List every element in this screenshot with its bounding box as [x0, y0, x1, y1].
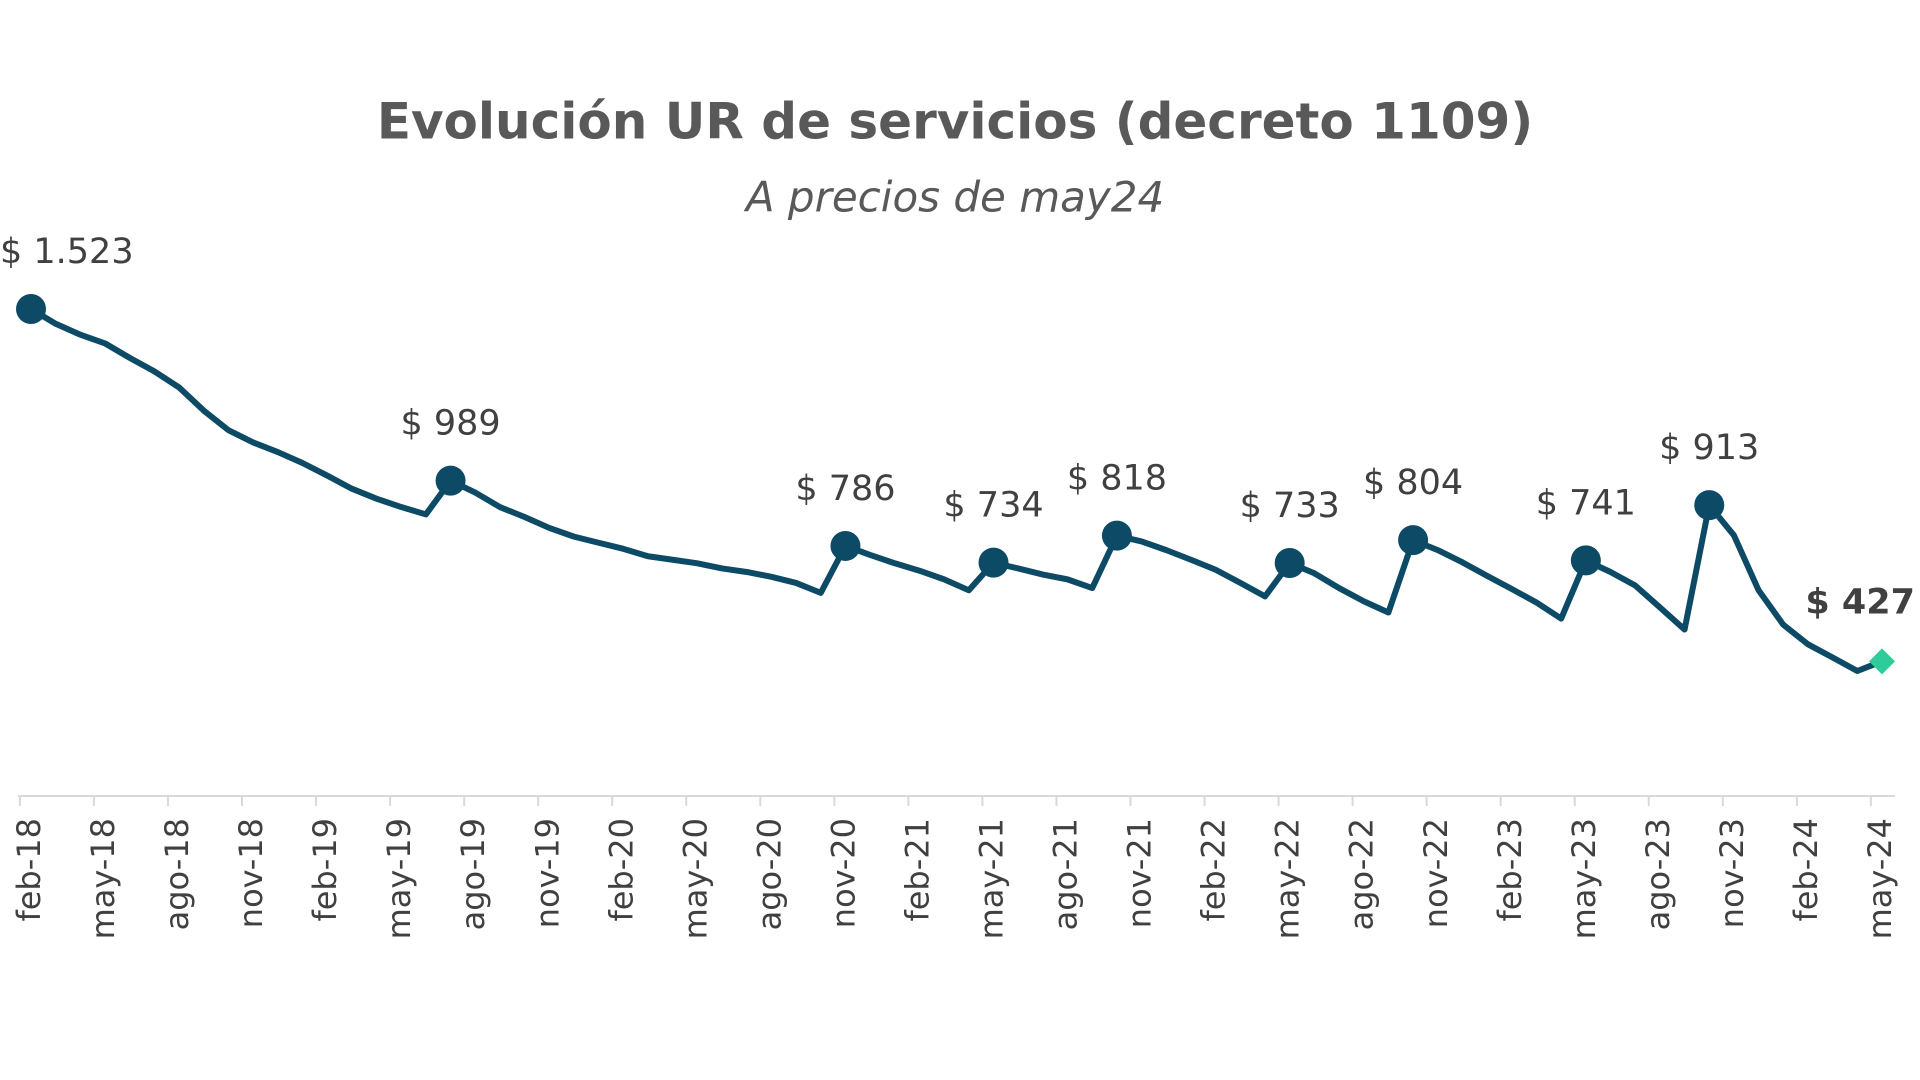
x-tick-label: ago-21: [1047, 818, 1085, 930]
x-tick-label: feb-20: [602, 818, 640, 922]
data-label: $ 818: [1067, 459, 1167, 499]
x-tick-label: nov-22: [1417, 818, 1455, 928]
x-tick-label: feb-21: [898, 818, 936, 922]
marker: [1869, 648, 1895, 675]
x-tick-label: nov-18: [232, 818, 270, 928]
marker: [1398, 525, 1429, 556]
marker: [1274, 547, 1305, 578]
chart-title: Evolución UR de servicios (decreto 1109): [377, 93, 1533, 151]
marker: [978, 547, 1009, 578]
x-tick-label: ago-20: [750, 818, 788, 930]
data-label: $ 427: [1805, 582, 1915, 622]
marker: [1694, 490, 1725, 521]
data-label: $ 804: [1363, 463, 1463, 503]
x-tick-label: ago-18: [158, 818, 196, 930]
data-label: $ 913: [1659, 428, 1759, 468]
x-tick-label: may-19: [380, 818, 418, 939]
chart-subtitle: A precios de may24: [743, 173, 1164, 222]
x-tick-label: feb-19: [306, 818, 344, 922]
x-tick-label: nov-23: [1713, 818, 1751, 928]
x-tick-label: ago-23: [1639, 818, 1677, 930]
marker: [16, 294, 46, 324]
x-tick-label: may-18: [84, 818, 122, 939]
marker: [435, 465, 466, 496]
data-label: $ 1.523: [0, 232, 134, 272]
x-tick-label: ago-22: [1343, 818, 1381, 930]
data-label: $ 741: [1536, 483, 1636, 523]
data-label: $ 733: [1240, 486, 1340, 526]
data-line: [29, 306, 1884, 674]
x-tick-label: may-22: [1269, 818, 1307, 939]
x-tick-label: nov-21: [1121, 818, 1159, 928]
x-tick-label: feb-24: [1787, 818, 1825, 922]
x-tick-label: nov-19: [528, 818, 566, 928]
marker: [830, 530, 861, 561]
data-label: $ 989: [400, 404, 500, 444]
x-tick-label: feb-18: [10, 818, 48, 922]
x-tick-label: ago-19: [454, 818, 492, 930]
x-tick-label: feb-23: [1491, 818, 1529, 922]
data-label: $ 734: [943, 486, 1043, 526]
x-tick-label: may-20: [676, 818, 714, 939]
marker: [1101, 520, 1132, 551]
x-tick-label: may-24: [1861, 818, 1899, 939]
x-tick-label: may-21: [973, 818, 1011, 939]
x-tick-label: feb-22: [1195, 818, 1233, 922]
data-label: $ 786: [795, 469, 895, 509]
marker: [1570, 545, 1601, 576]
x-tick-label: nov-20: [824, 818, 862, 928]
x-tick-label: may-23: [1565, 818, 1603, 939]
